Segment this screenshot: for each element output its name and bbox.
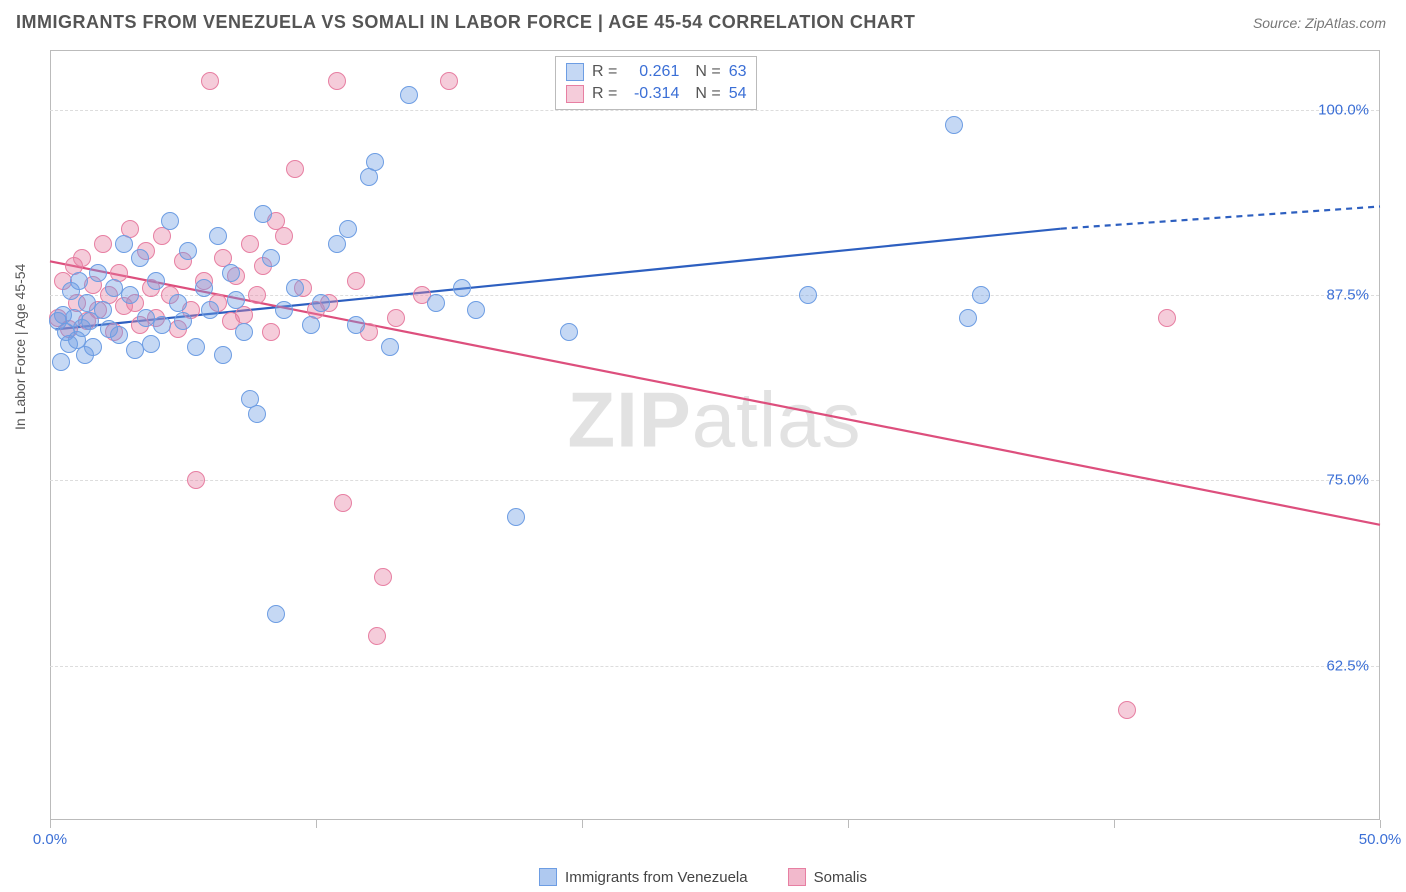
swatch-somalis bbox=[566, 85, 584, 103]
correlation-legend: R = 0.261 N = 63 R = -0.314 N = 54 bbox=[555, 56, 757, 110]
legend-row-somalis: R = -0.314 N = 54 bbox=[566, 83, 746, 105]
legend-swatch-somalis bbox=[788, 868, 806, 886]
legend-swatch-venezuela bbox=[539, 868, 557, 886]
series-legend: Immigrants from Venezuela Somalis bbox=[0, 868, 1406, 886]
y-axis-label: In Labor Force | Age 45-54 bbox=[12, 264, 28, 430]
chart-title: IMMIGRANTS FROM VENEZUELA VS SOMALI IN L… bbox=[16, 12, 915, 33]
swatch-venezuela bbox=[566, 63, 584, 81]
legend-row-venezuela: R = 0.261 N = 63 bbox=[566, 61, 746, 83]
chart-area: ZIPatlas 62.5%75.0%87.5%100.0% bbox=[50, 50, 1380, 820]
legend-item-somalis: Somalis bbox=[788, 868, 867, 886]
scatter-points bbox=[50, 51, 1379, 820]
source-attribution: Source: ZipAtlas.com bbox=[1253, 15, 1386, 31]
legend-item-venezuela: Immigrants from Venezuela bbox=[539, 868, 748, 886]
